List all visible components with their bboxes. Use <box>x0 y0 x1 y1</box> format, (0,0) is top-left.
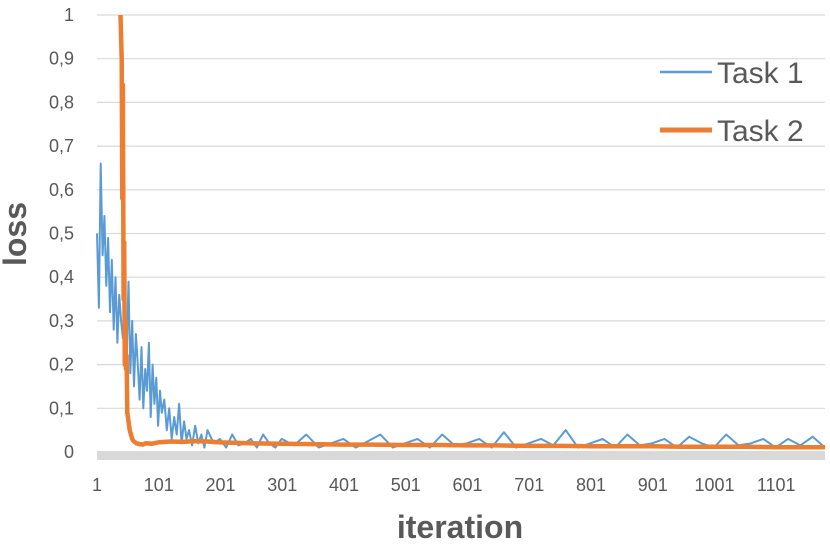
x-tick-label: 601 <box>452 475 482 495</box>
y-tick-label: 0,4 <box>49 267 74 287</box>
x-tick-label: 301 <box>267 475 297 495</box>
y-axis-ticks: 0 0,1 0,2 0,3 0,4 0,5 0,6 0,7 0,8 0,9 1 <box>49 5 74 462</box>
x-axis-ticks: 1 101 201 301 401 501 601 701 801 901 1001 1101 <box>92 475 796 495</box>
legend: Task 1 Task 2 <box>660 57 804 148</box>
x-axis-title: iteration <box>397 509 523 545</box>
y-tick-label: 0,3 <box>49 311 74 331</box>
legend-label: Task 2 <box>717 115 804 148</box>
series-line-task-1 <box>96 162 826 449</box>
x-tick-label: 901 <box>638 475 668 495</box>
y-axis-title: loss <box>0 202 33 266</box>
y-tick-label: 0,1 <box>49 398 74 418</box>
grid-lines <box>97 14 825 409</box>
x-tick-label: 1001 <box>694 475 734 495</box>
y-tick-label: 1 <box>64 5 74 25</box>
x-axis-line <box>97 451 825 460</box>
series-layer <box>96 14 826 450</box>
x-tick-label: 1 <box>92 475 102 495</box>
x-tick-label: 501 <box>391 475 421 495</box>
y-tick-label: 0,6 <box>49 180 74 200</box>
x-tick-label: 101 <box>144 475 174 495</box>
legend-label: Task 1 <box>717 57 804 90</box>
series-line-task-2 <box>118 14 825 450</box>
y-tick-label: 0,7 <box>49 136 74 156</box>
y-tick-label: 0,5 <box>49 224 74 244</box>
x-tick-label: 701 <box>514 475 544 495</box>
y-tick-label: 0 <box>64 442 74 462</box>
x-tick-label: 1101 <box>757 475 796 495</box>
x-tick-label: 801 <box>576 475 606 495</box>
y-tick-label: 0,8 <box>49 92 74 112</box>
y-tick-label: 0,9 <box>49 49 74 69</box>
x-tick-label: 401 <box>329 475 359 495</box>
x-tick-label: 201 <box>205 475 235 495</box>
y-tick-label: 0,2 <box>49 355 74 375</box>
